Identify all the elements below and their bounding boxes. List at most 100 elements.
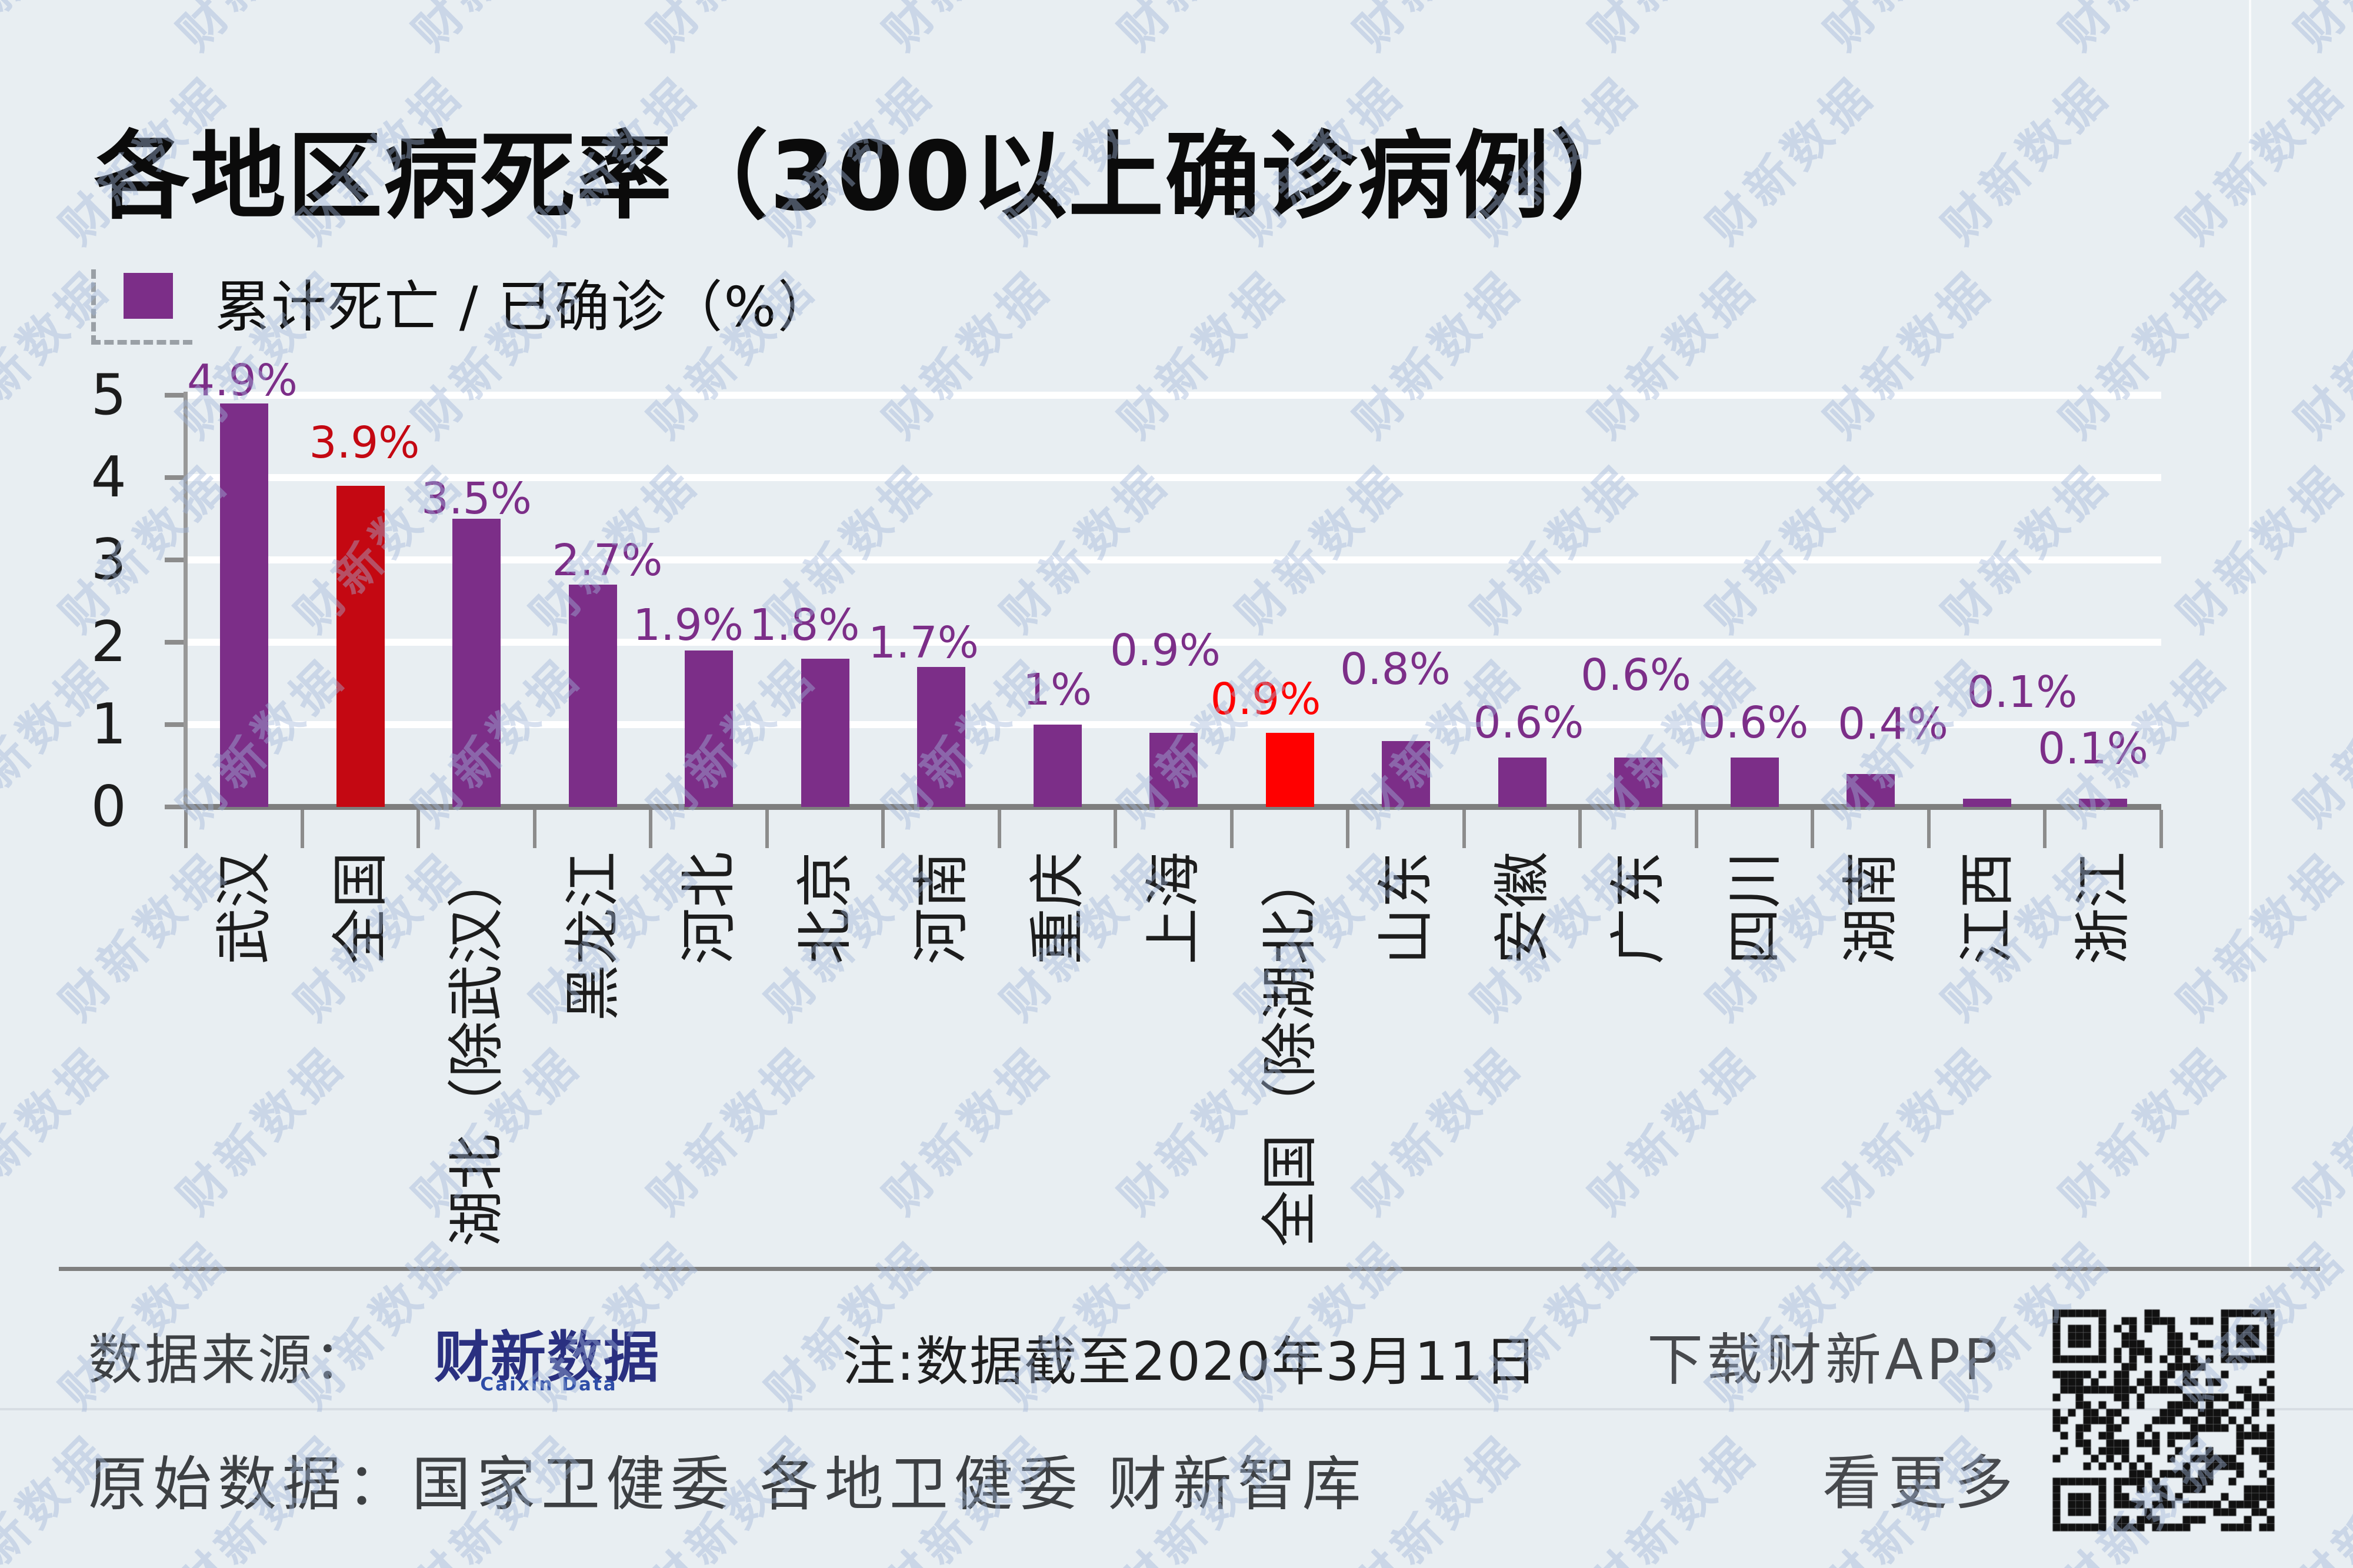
y-axis-tick	[165, 475, 187, 480]
x-axis-category-label: 湖北（除武汉）	[444, 852, 509, 1247]
bar	[336, 486, 385, 807]
origin-data-label: 原始数据：国家卫健委 各地卫健委 财新智库	[88, 1450, 1367, 1519]
x-axis-category-label: 四川	[1721, 852, 1788, 965]
bar	[220, 403, 268, 807]
y-axis-line	[184, 392, 188, 807]
gridline	[186, 721, 2161, 728]
gridline	[186, 474, 2161, 481]
bar-value-label: 0.1%	[2038, 723, 2148, 774]
x-axis-category-label: 河南	[908, 852, 974, 965]
legend-bar-swatch-icon	[124, 273, 173, 319]
bar-value-label: 3.5%	[421, 473, 532, 524]
bar-value-label: 1.8%	[749, 600, 860, 650]
x-axis-category-label: 浙江	[2070, 852, 2136, 965]
x-axis-category-label: 北京	[792, 852, 858, 965]
bar	[1382, 741, 1430, 807]
x-axis-tick	[1694, 810, 1698, 848]
footer-faint-line	[0, 1408, 2353, 1410]
qr-code	[2049, 1306, 2278, 1535]
x-axis-category-label: 安徽	[1489, 852, 1555, 965]
caixin-data-logo: 财新数据	[434, 1326, 661, 1390]
bar	[1962, 799, 2011, 807]
chart-title: 各地区病死率（300以上确诊病例）	[94, 122, 1648, 232]
bar	[1847, 774, 1895, 807]
bar	[452, 519, 501, 807]
bar-value-label: 2.7%	[552, 535, 663, 586]
x-axis-tick	[184, 810, 188, 848]
x-axis-tick	[1114, 810, 1117, 848]
x-axis-tick	[997, 810, 1001, 848]
y-axis-tick-label: 1	[91, 692, 126, 757]
x-axis-tick	[416, 810, 420, 848]
x-axis-category-label: 武汉	[211, 852, 277, 965]
y-axis-tick	[165, 640, 187, 645]
footer-divider-line	[59, 1267, 2320, 1271]
y-axis-tick-label: 4	[91, 445, 126, 510]
y-axis-tick	[165, 722, 187, 727]
x-axis-category-label: 黑龙江	[559, 852, 626, 1021]
bar	[685, 650, 733, 807]
x-axis-category-label: 广东	[1605, 852, 1671, 965]
data-cutoff-note: 注:数据截至2020年3月11日	[842, 1331, 1539, 1393]
x-axis-tick	[1346, 810, 1349, 848]
bar-value-label: 0.9%	[1110, 625, 1221, 676]
bar	[1033, 725, 1082, 807]
bar-value-label: 0.9%	[1210, 674, 1321, 725]
x-axis-tick	[2159, 810, 2163, 848]
x-axis-tick	[1578, 810, 1582, 848]
x-axis-tick	[1811, 810, 1814, 848]
bar	[1149, 733, 1198, 807]
bar-value-label: 0.6%	[1473, 698, 1584, 748]
x-axis-tick	[300, 810, 304, 848]
x-axis-category-label: 湖南	[1838, 852, 1904, 965]
x-axis-category-label: 全国（除湖北）	[1257, 852, 1323, 1247]
x-axis-tick	[881, 810, 885, 848]
bar	[1730, 758, 1779, 807]
bar	[568, 585, 617, 807]
legend-mini-axis-icon	[91, 269, 192, 345]
x-axis-tick	[649, 810, 652, 848]
see-more-label: 看更多	[1822, 1449, 2020, 1517]
x-axis-category-label: 全国	[327, 852, 394, 965]
bar-value-label: 1.7%	[868, 618, 979, 668]
bar-value-label: 0.8%	[1340, 644, 1451, 695]
x-axis-tick	[1927, 810, 1931, 848]
y-axis-tick-label: 0	[91, 775, 126, 839]
bar-value-label: 1.9%	[633, 600, 744, 650]
x-axis-category-label: 河北	[676, 852, 742, 965]
bar	[801, 659, 849, 807]
gridline	[186, 639, 2161, 646]
y-axis-tick-label: 5	[91, 363, 126, 428]
x-axis-line	[186, 804, 2161, 810]
y-axis-tick	[165, 393, 187, 398]
bar	[2079, 799, 2127, 807]
download-app-label: 下载财新APP	[1647, 1328, 2001, 1393]
legend-label: 累计死亡 / 已确诊（%）	[215, 275, 834, 339]
data-source-label: 数据来源：	[88, 1329, 371, 1392]
x-axis-category-label: 重庆	[1024, 852, 1091, 965]
bar-value-label: 3.9%	[309, 418, 420, 468]
x-axis-category-label: 山东	[1373, 852, 1439, 965]
x-axis-category-label: 上海	[1141, 852, 1207, 965]
bar	[917, 667, 965, 807]
x-axis-tick	[1462, 810, 1466, 848]
y-axis-tick	[165, 805, 187, 809]
gridline	[186, 392, 2161, 399]
bar	[1498, 758, 1547, 807]
x-axis-tick	[1229, 810, 1234, 848]
bar	[1614, 758, 1662, 807]
bar-value-label: 0.6%	[1698, 698, 1809, 748]
background-seam-line	[2249, 0, 2251, 1267]
bar	[1265, 733, 1314, 807]
x-axis-tick	[2043, 810, 2047, 848]
gridline	[186, 556, 2161, 563]
x-axis-category-label: 江西	[1954, 852, 2020, 965]
bar-value-label: 0.6%	[1581, 650, 1691, 700]
x-axis-tick	[532, 810, 536, 848]
caixin-data-logo-subtext: Caixin Data	[480, 1374, 618, 1395]
bar-value-label: 0.4%	[1838, 699, 1948, 749]
bar-value-label: 0.1%	[1967, 667, 2078, 718]
bar-value-label: 4.9%	[187, 355, 298, 406]
